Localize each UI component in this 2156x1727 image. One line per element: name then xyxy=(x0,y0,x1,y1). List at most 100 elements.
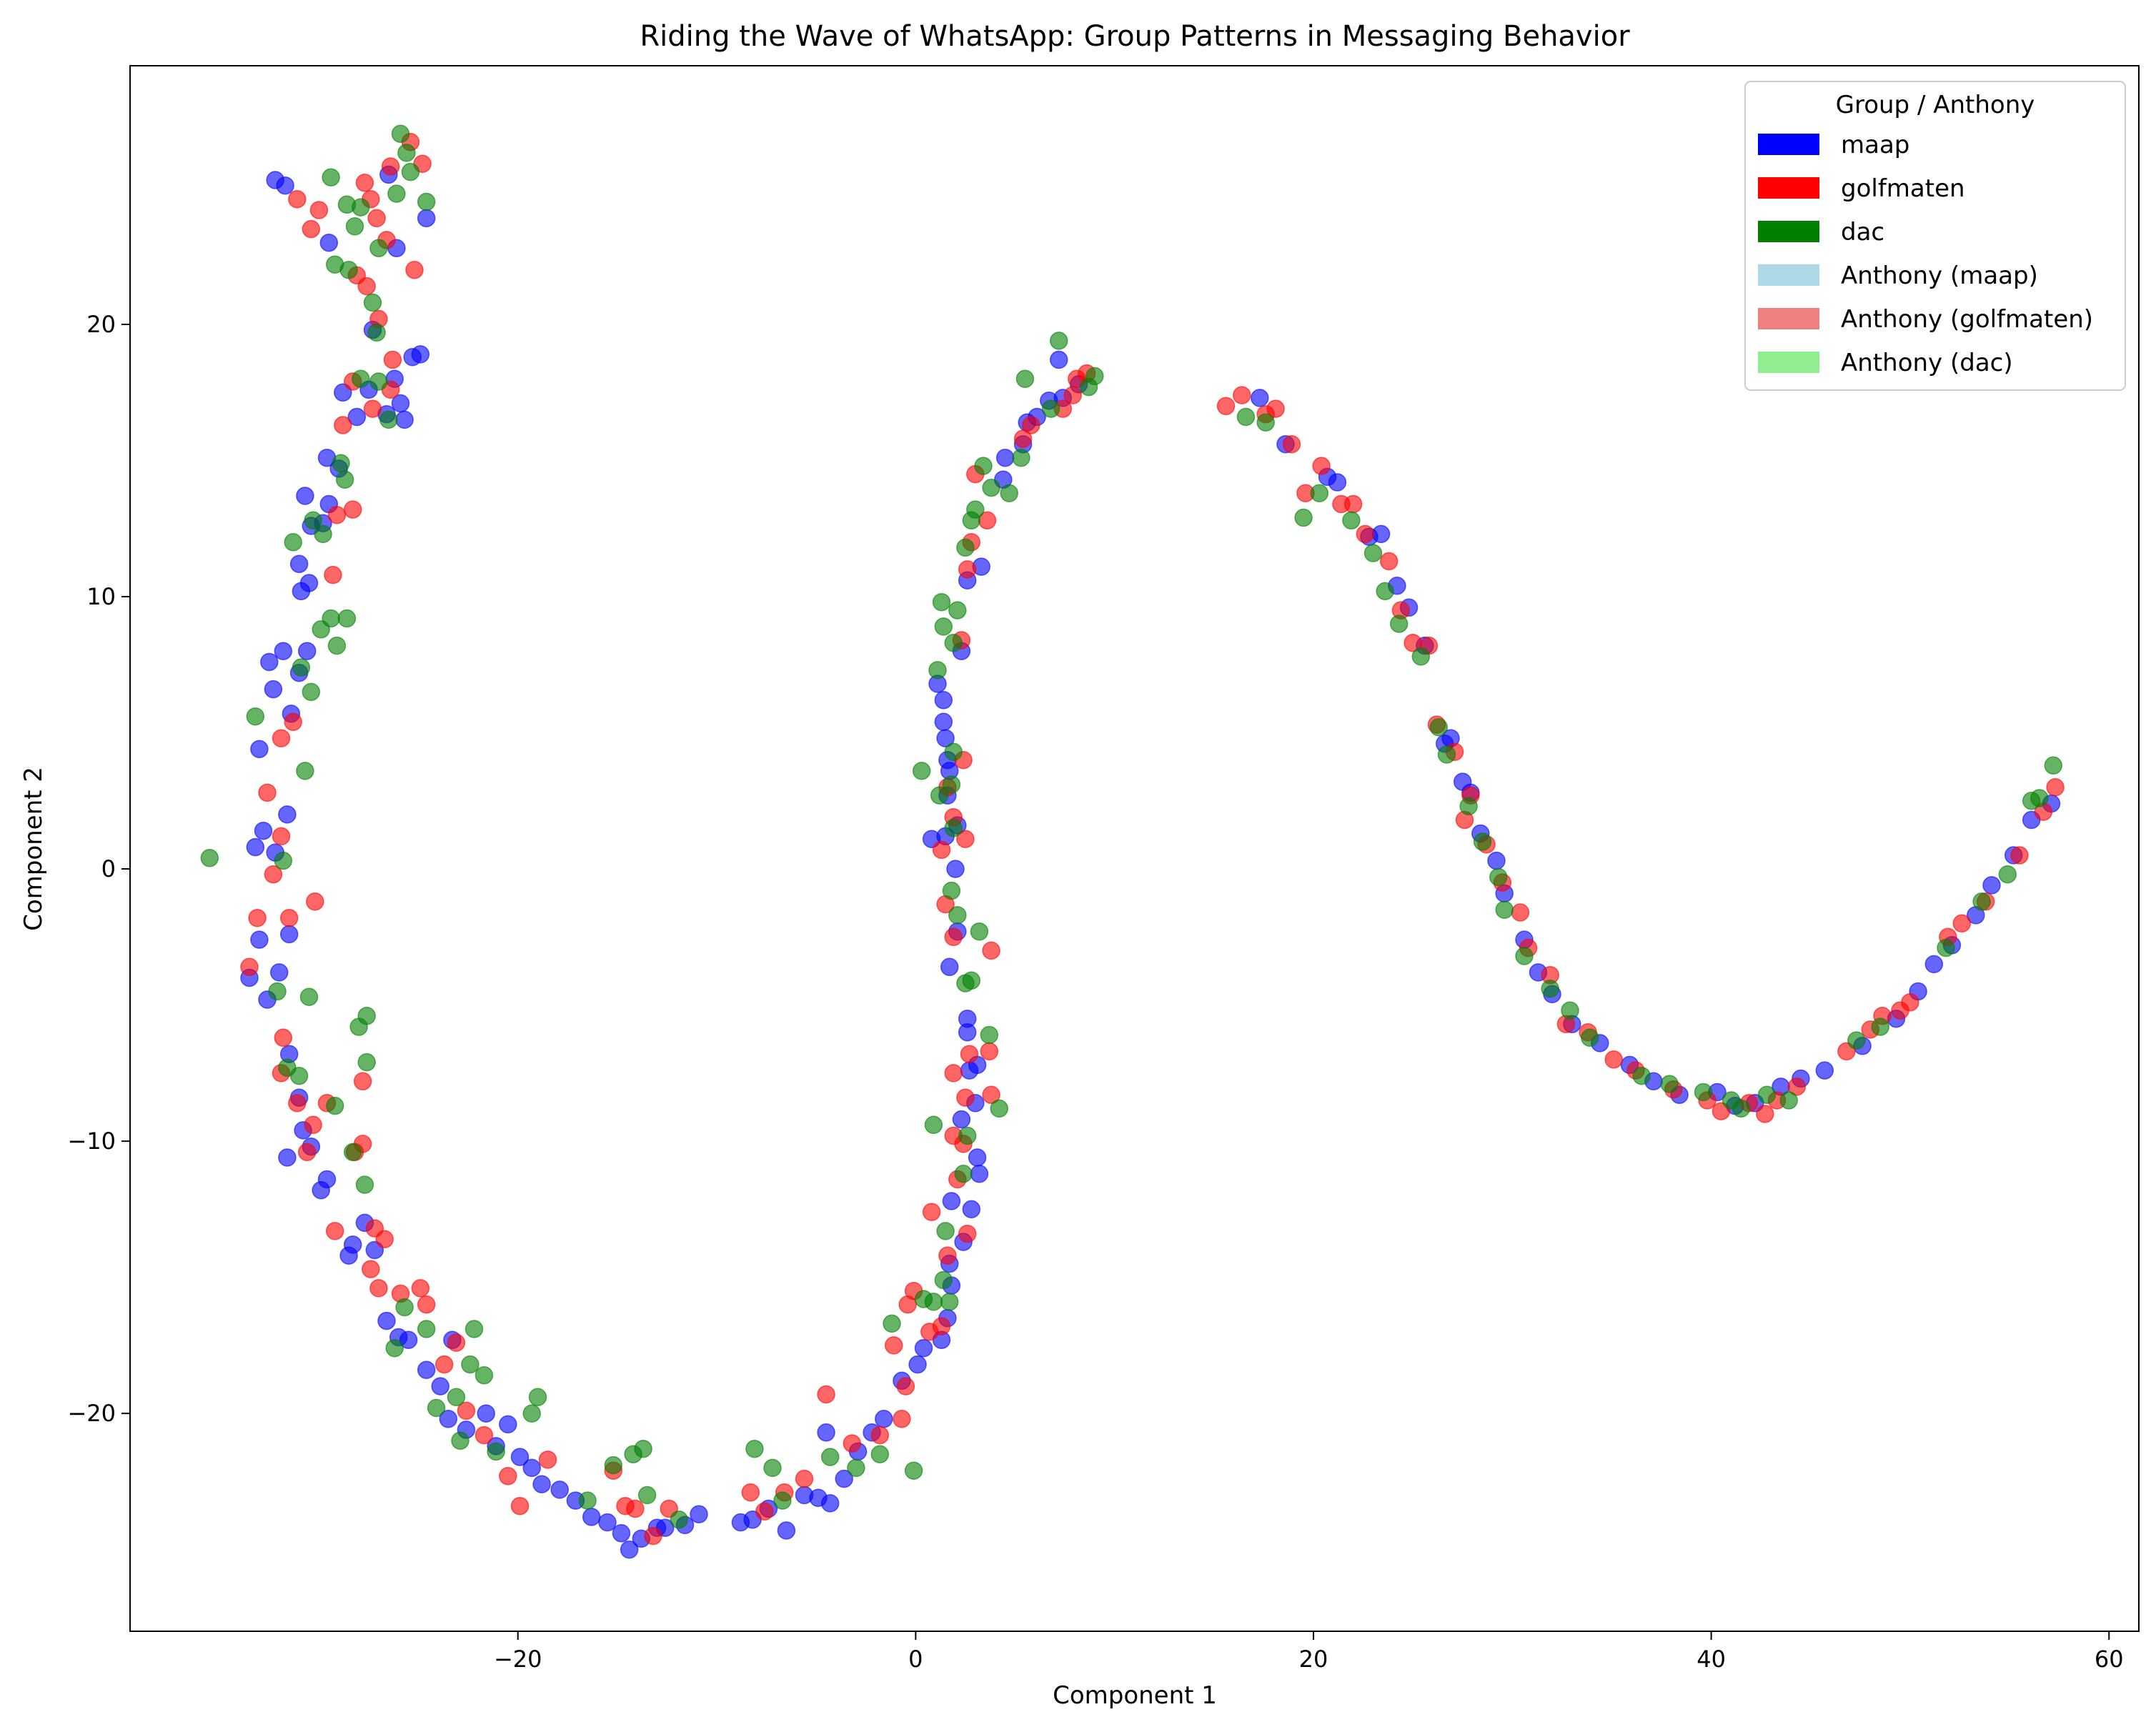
data-point xyxy=(304,1115,322,1135)
data-point xyxy=(980,1042,999,1061)
data-point xyxy=(773,1491,792,1510)
data-point xyxy=(1972,892,1991,911)
data-point xyxy=(268,982,287,1001)
data-point xyxy=(240,957,259,977)
x-tick-label: 0 xyxy=(908,1646,923,1673)
data-point xyxy=(1376,582,1394,601)
data-point xyxy=(578,1491,597,1510)
data-point xyxy=(1012,448,1030,467)
data-point xyxy=(908,1355,927,1374)
data-point xyxy=(948,601,967,619)
data-point xyxy=(1756,1105,1774,1123)
data-point xyxy=(379,410,398,429)
data-point xyxy=(982,941,1000,960)
data-point xyxy=(385,1338,404,1358)
data-point xyxy=(932,592,951,612)
data-point xyxy=(363,293,382,312)
data-point xyxy=(990,1099,1008,1118)
data-point xyxy=(274,1028,293,1047)
data-point xyxy=(843,1434,862,1453)
y-tick-label: 10 xyxy=(86,583,116,610)
data-point xyxy=(1310,484,1329,502)
data-point xyxy=(944,742,963,761)
axis-ticks: −20 0 20 40 60 −20 −10 0 10 20 xyxy=(67,311,2123,1673)
data-point xyxy=(817,1385,835,1404)
data-point xyxy=(893,1410,911,1428)
data-point xyxy=(820,1494,840,1513)
data-point xyxy=(522,1458,541,1478)
legend-swatch xyxy=(1758,264,1819,286)
data-point xyxy=(1437,745,1456,764)
data-point xyxy=(954,1165,973,1183)
data-point xyxy=(1411,647,1431,666)
data-point xyxy=(417,192,436,211)
data-point xyxy=(395,410,414,429)
data-point xyxy=(296,762,314,780)
data-point xyxy=(377,1311,396,1330)
data-point xyxy=(626,1499,645,1518)
data-point xyxy=(924,1293,943,1311)
data-point xyxy=(343,500,362,519)
data-point xyxy=(582,1508,601,1526)
data-point xyxy=(312,1180,330,1200)
legend-swatch xyxy=(1758,134,1819,155)
data-point xyxy=(417,1320,436,1338)
data-point xyxy=(1356,524,1375,544)
data-point xyxy=(302,219,321,239)
legend-label: Anthony (maap) xyxy=(1841,262,2038,290)
data-point xyxy=(962,1200,981,1219)
data-point xyxy=(755,1502,774,1521)
data-point xyxy=(314,524,332,544)
data-point xyxy=(952,1110,971,1129)
data-point xyxy=(288,1094,307,1113)
data-point xyxy=(1294,508,1313,527)
data-point xyxy=(777,1521,796,1540)
data-point xyxy=(417,209,436,228)
data-point xyxy=(297,1143,317,1162)
legend-label: golfmaten xyxy=(1841,174,1965,203)
data-point xyxy=(1694,1083,1713,1102)
data-point xyxy=(465,1320,484,1338)
data-point xyxy=(363,399,382,418)
data-point xyxy=(896,1377,915,1395)
data-point xyxy=(1757,1085,1777,1105)
data-point xyxy=(982,478,1000,497)
legend-label: Anthony (dac) xyxy=(1841,349,2013,377)
data-point xyxy=(369,372,388,391)
chart-title: Riding the Wave of WhatsApp: Group Patte… xyxy=(640,20,1630,53)
data-point xyxy=(299,574,319,592)
data-point xyxy=(1779,1091,1798,1110)
data-point xyxy=(352,369,370,388)
data-point xyxy=(1312,457,1331,475)
data-point xyxy=(1541,979,1559,998)
data-point xyxy=(690,1505,708,1523)
data-point xyxy=(357,1052,376,1072)
data-point xyxy=(327,636,347,655)
y-tick-label: 0 xyxy=(101,855,116,882)
data-point xyxy=(2046,778,2065,797)
data-point xyxy=(1086,367,1104,386)
data-point xyxy=(1561,1001,1579,1020)
data-point xyxy=(246,837,265,857)
data-point xyxy=(1371,524,1391,544)
data-point xyxy=(269,963,289,982)
data-point xyxy=(958,1009,977,1028)
data-point xyxy=(391,394,410,413)
data-point xyxy=(934,617,953,636)
data-point xyxy=(362,1260,380,1278)
data-point xyxy=(1871,1017,1889,1036)
legend-label: dac xyxy=(1841,218,1884,247)
data-point xyxy=(936,1222,955,1240)
data-point xyxy=(1022,416,1040,434)
data-point xyxy=(1489,867,1508,887)
data-point xyxy=(960,1061,979,1080)
data-point xyxy=(339,1246,358,1265)
data-point xyxy=(397,144,416,162)
data-point xyxy=(383,350,402,369)
data-point xyxy=(1049,332,1068,350)
data-point xyxy=(956,538,975,557)
data-point xyxy=(353,1072,372,1091)
data-point xyxy=(1049,350,1068,369)
data-point xyxy=(2044,756,2063,775)
data-point xyxy=(982,1085,1000,1105)
